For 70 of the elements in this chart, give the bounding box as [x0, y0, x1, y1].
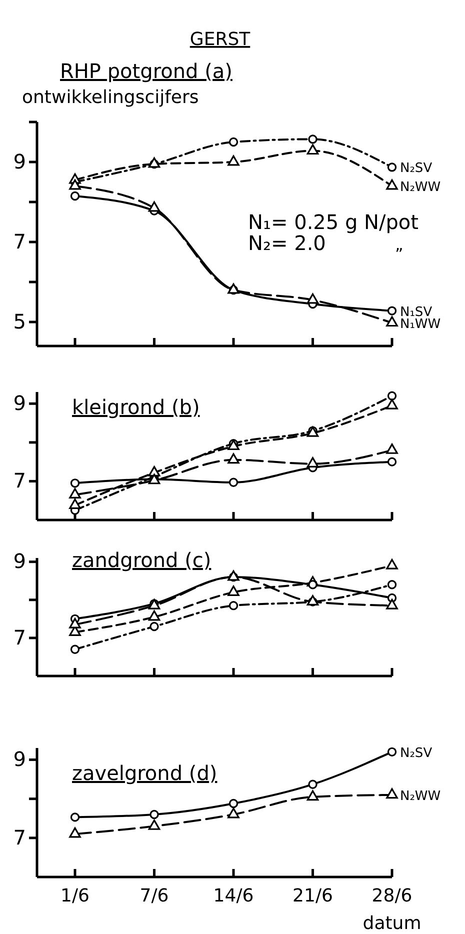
x-tick-label: 14/6 [213, 886, 254, 907]
point [228, 808, 240, 818]
point [228, 798, 238, 808]
point [70, 644, 80, 654]
point [69, 618, 81, 628]
series-label: N₂WW [400, 180, 441, 195]
point [69, 488, 81, 499]
x-tick-label: 21/6 [292, 886, 333, 907]
point [306, 144, 319, 155]
point [306, 457, 319, 468]
point [228, 478, 238, 487]
chart-title: kleigrond (b) [72, 395, 200, 419]
point [308, 134, 318, 144]
point [386, 443, 398, 454]
point [148, 610, 160, 621]
point [70, 191, 80, 201]
point [386, 558, 398, 570]
point [386, 316, 398, 327]
y-tick-label: 9 [13, 391, 26, 416]
point [386, 398, 398, 410]
point [228, 453, 240, 464]
annotation: N₁= 0.25 g N/pot [248, 210, 419, 234]
point [308, 780, 318, 789]
point [387, 306, 397, 316]
y-tick-label: 9 [13, 747, 26, 772]
point [306, 293, 319, 304]
point [387, 457, 397, 466]
x-tick-label: 28/6 [372, 886, 412, 907]
point [69, 179, 81, 190]
series-label: N₂SV [400, 161, 432, 176]
y-tick-label: 9 [13, 149, 26, 174]
point [148, 819, 160, 830]
point [387, 747, 397, 756]
point [387, 162, 397, 172]
text: „ [395, 235, 404, 254]
annotation: N₂= 2.0 [248, 231, 326, 255]
chart-subtitle: RHP potgrond (a) [60, 59, 232, 83]
point [386, 598, 398, 610]
point [228, 601, 238, 610]
y-tick-label: 9 [13, 549, 26, 574]
series-label: N₂SV [400, 746, 432, 761]
y-tick-label: 7 [13, 229, 26, 254]
point [228, 155, 240, 166]
point [150, 622, 159, 632]
point [69, 498, 81, 510]
y-tick-label: 5 [13, 309, 26, 334]
point [70, 812, 80, 822]
y-axis-title: ontwikkelingscijfers [22, 87, 199, 108]
point [387, 391, 397, 400]
y-tick-label: 7 [13, 825, 26, 850]
x-tick-label: 1/6 [60, 886, 90, 907]
chart-title: zandgrond (c) [72, 548, 212, 572]
x-axis-title: datum [362, 913, 422, 934]
point [386, 179, 398, 190]
x-tick-label: 7/6 [140, 886, 169, 907]
point [228, 586, 240, 596]
point [386, 788, 398, 799]
point [228, 137, 238, 147]
point [148, 201, 160, 212]
point [150, 810, 159, 820]
point [70, 478, 80, 488]
point [69, 827, 81, 838]
y-tick-label: 7 [13, 468, 26, 493]
point [387, 580, 397, 590]
series-label: N₂WW [400, 788, 441, 804]
point [306, 790, 319, 801]
point [148, 466, 160, 476]
chart-title: GERST [190, 29, 252, 50]
text: zavelgrond (d) [72, 761, 218, 785]
y-tick-label: 7 [13, 625, 26, 650]
